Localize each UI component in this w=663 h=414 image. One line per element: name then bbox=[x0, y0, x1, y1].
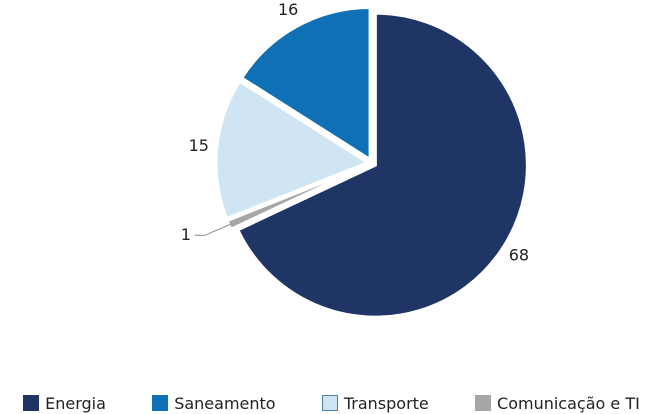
legend-swatch bbox=[321, 395, 338, 411]
leader-line bbox=[194, 223, 231, 236]
data-label: 68 bbox=[509, 246, 529, 265]
legend-swatch bbox=[475, 395, 492, 411]
data-label: 1 bbox=[181, 225, 191, 244]
data-label: 16 bbox=[278, 0, 298, 19]
legend-item: Energia bbox=[23, 394, 106, 413]
pie-slice bbox=[235, 11, 529, 319]
legend: Energia Saneamento Transporte Comunicação e… bbox=[0, 392, 663, 414]
data-label: 15 bbox=[189, 136, 209, 155]
pie-slice bbox=[239, 5, 372, 163]
pie-area: 68 1 15 16 bbox=[181, 0, 529, 319]
legend-label: Comunicação e TI bbox=[497, 393, 640, 413]
legend-label: Energia bbox=[45, 393, 106, 413]
legend-item: Comunicação e TI bbox=[475, 394, 640, 413]
pie-slice bbox=[214, 79, 372, 221]
legend-label: Saneamento bbox=[174, 393, 276, 413]
legend-swatch bbox=[152, 395, 169, 411]
legend-swatch bbox=[23, 395, 40, 411]
legend-label: Transporte bbox=[343, 393, 429, 413]
legend-item: Saneamento bbox=[152, 393, 276, 413]
legend-item: Transporte bbox=[321, 393, 429, 413]
